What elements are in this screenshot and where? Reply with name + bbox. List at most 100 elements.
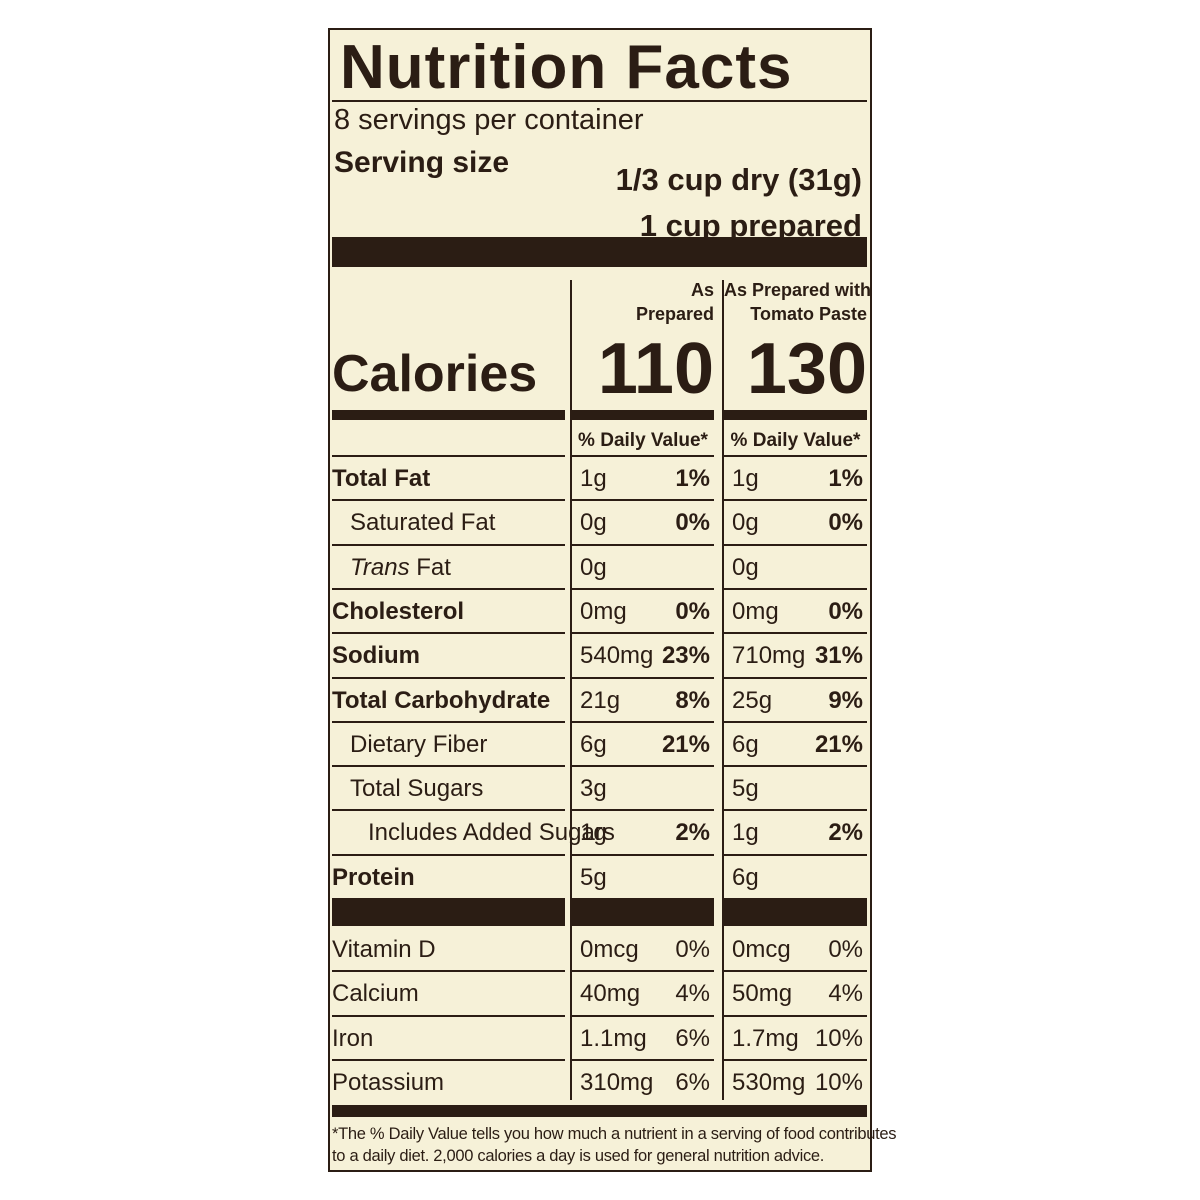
row-rule [724, 1014, 867, 1017]
row-rule [332, 543, 565, 546]
row-rule [724, 543, 867, 546]
serving-size-label: Serving size [334, 146, 510, 179]
daily-value: 4% [675, 980, 710, 1008]
daily-value: 0% [675, 936, 710, 963]
row-rule [332, 455, 565, 457]
amount: 21g [580, 686, 621, 714]
nutrient-name: Protein [332, 864, 415, 892]
daily-value: 23% [661, 642, 710, 670]
amount: 0g [732, 553, 759, 581]
thick-bar [332, 898, 565, 926]
amount: 5g [580, 863, 607, 891]
amount: 1g [732, 465, 759, 492]
nutrient-name-text: Total Fat [332, 465, 431, 492]
row-rule [724, 455, 867, 457]
row-rule [572, 809, 714, 812]
nutrient-name: Total Sugars [350, 775, 483, 803]
daily-value: 6% [675, 1068, 710, 1096]
row-rule [724, 587, 867, 590]
nutrition-label: Nutrition Facts 8 servings per container S… [328, 28, 897, 1172]
calories-bar [724, 410, 867, 420]
amount: 0mcg [580, 936, 639, 963]
row-rule [572, 499, 714, 502]
nutrient-name: Dietary Fiber [350, 731, 487, 759]
row-rule [724, 720, 867, 723]
row-rule [332, 632, 565, 635]
nutrient-name: Cholesterol [332, 598, 464, 626]
daily-value-header: % Daily Value* [730, 430, 861, 451]
daily-value: 0% [828, 509, 863, 537]
nutrient-name-text: Total Sugars [350, 775, 484, 803]
nutrient-name: Calcium [332, 980, 419, 1008]
nutrient-name: Sodium [332, 642, 420, 670]
nutrient-name: Saturated Fat [350, 509, 495, 537]
nutrient-name: Includes Added Sugars [368, 819, 615, 847]
column-divider [722, 280, 724, 1100]
daily-value: 0% [675, 597, 710, 625]
daily-value: 10% [814, 1068, 863, 1096]
nutrient-name-text: Vitamin D [332, 936, 436, 963]
nutrient-name-text: Includes Added Sugars [368, 819, 615, 847]
amount: 25g [732, 686, 773, 714]
daily-value: 4% [828, 980, 863, 1008]
row-rule [572, 970, 714, 973]
daily-value: 21% [661, 730, 710, 758]
column-divider [570, 280, 572, 1100]
daily-value-header: % Daily Value* [578, 430, 708, 451]
amount: 310mg [580, 1068, 654, 1096]
amount: 0mg [732, 597, 779, 625]
amount: 0mcg [732, 936, 791, 963]
nutrient-name-text: Potassium [332, 1068, 445, 1096]
amount: 1g [580, 465, 607, 492]
column-header: Tomato Paste [750, 304, 867, 324]
row-rule [332, 1058, 565, 1061]
nutrient-name: Potassium [332, 1069, 444, 1097]
row-rule [724, 853, 867, 856]
row-rule [572, 632, 714, 635]
row-rule [572, 765, 714, 768]
daily-value: 8% [675, 686, 710, 714]
row-rule [332, 853, 565, 856]
row-rule [724, 970, 867, 973]
row-rule [572, 1058, 714, 1061]
row-rule [724, 1058, 867, 1061]
amount: 540mg [580, 642, 654, 670]
row-rule [572, 676, 714, 679]
thick-bar [724, 898, 867, 926]
thick-bar [332, 237, 867, 267]
row-rule [332, 499, 565, 502]
nutrient-name-text: Calcium [332, 980, 419, 1008]
row-rule [572, 853, 714, 856]
amount: 0g [580, 509, 607, 537]
daily-value: 1% [828, 465, 863, 492]
row-rule [724, 809, 867, 812]
calories-value: 130 [746, 329, 867, 409]
nutrient-name-text: Sodium [332, 642, 420, 670]
row-rule [572, 1014, 714, 1017]
nutrient-name: Total Fat [332, 465, 430, 493]
row-rule [724, 632, 867, 635]
daily-value: 1% [675, 465, 710, 492]
calories-label: Calories [332, 345, 538, 403]
amount: 1.1mg [580, 1024, 647, 1052]
daily-value: 2% [828, 819, 863, 847]
amount: 1.7mg [732, 1024, 799, 1052]
thick-bar [572, 898, 714, 926]
calories-bar [332, 410, 565, 420]
row-rule [332, 809, 565, 812]
amount: 5g [732, 775, 759, 803]
amount: 6g [580, 730, 607, 758]
daily-value: 10% [814, 1024, 863, 1052]
amount: 710mg [732, 642, 806, 670]
row-rule [572, 543, 714, 546]
nutrient-name-text: Fat [416, 553, 451, 581]
amount: 0g [732, 509, 759, 537]
daily-value: 9% [828, 686, 863, 714]
nutrient-name: Total Carbohydrate [332, 687, 550, 715]
nutrient-name: Iron [332, 1025, 373, 1053]
daily-value: 0% [828, 597, 863, 625]
footnote: to a daily diet. 2,000 calories a day is… [332, 1147, 825, 1166]
column-header: As Prepared with [724, 280, 872, 300]
column-header: As [690, 280, 714, 300]
